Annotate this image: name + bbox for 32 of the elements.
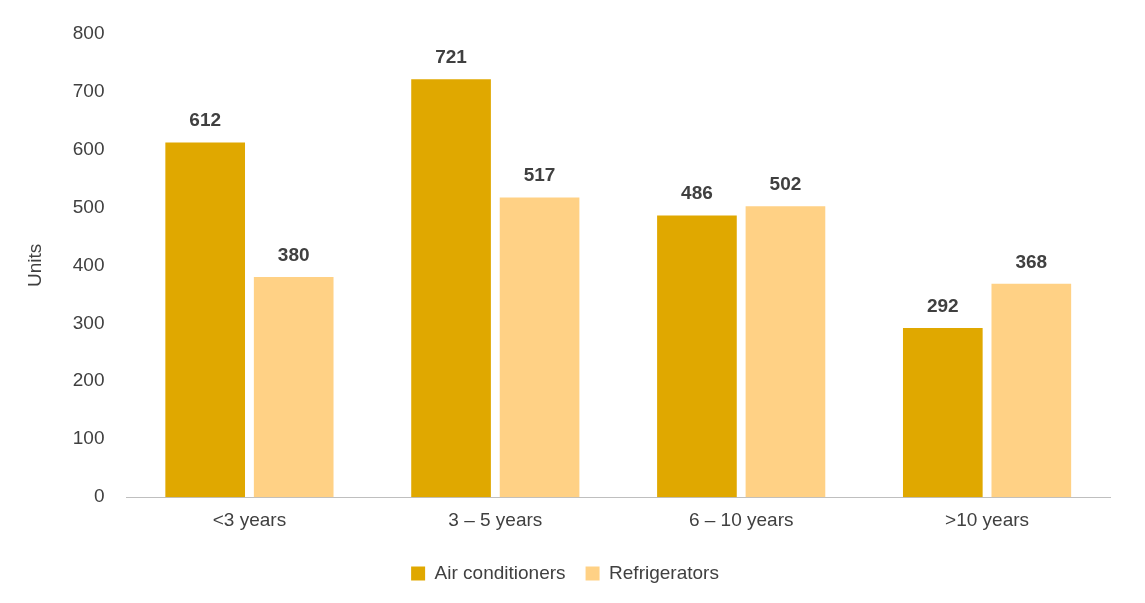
bar: [991, 283, 1072, 498]
data-label: 292: [926, 294, 959, 316]
data-label: 612: [189, 109, 222, 131]
y-tick-label: 100: [72, 427, 105, 449]
legend-label: Refrigerators: [609, 561, 719, 583]
y-tick-label: 200: [72, 369, 105, 391]
data-label: 517: [523, 164, 556, 186]
bar: [902, 327, 983, 498]
data-label: 380: [277, 243, 310, 265]
bar: [165, 142, 246, 498]
data-label: 721: [435, 45, 468, 67]
y-tick-label: 500: [72, 195, 105, 217]
bar: [253, 276, 334, 498]
bar: [745, 206, 826, 498]
y-tick-label: 700: [72, 79, 105, 101]
data-label: 368: [1015, 250, 1048, 272]
data-label: 502: [769, 172, 802, 194]
x-tick-label: 3 – 5 years: [448, 508, 543, 530]
y-axis-title: Units: [23, 243, 45, 287]
bar: [657, 215, 737, 498]
y-tick-label: 0: [93, 485, 105, 507]
x-tick-label: 6 – 10 years: [688, 508, 794, 530]
bar: [411, 79, 491, 498]
bar: [499, 197, 580, 498]
x-tick-label: <3 years: [212, 508, 287, 530]
y-tick-label: 600: [72, 137, 105, 159]
y-tick-label: 800: [72, 21, 105, 43]
legend-label: Air conditioners: [434, 561, 566, 583]
y-tick-label: 400: [72, 253, 105, 275]
x-tick-label: >10 years: [945, 508, 1030, 530]
data-label: 486: [681, 182, 713, 204]
y-tick-label: 300: [72, 311, 105, 333]
